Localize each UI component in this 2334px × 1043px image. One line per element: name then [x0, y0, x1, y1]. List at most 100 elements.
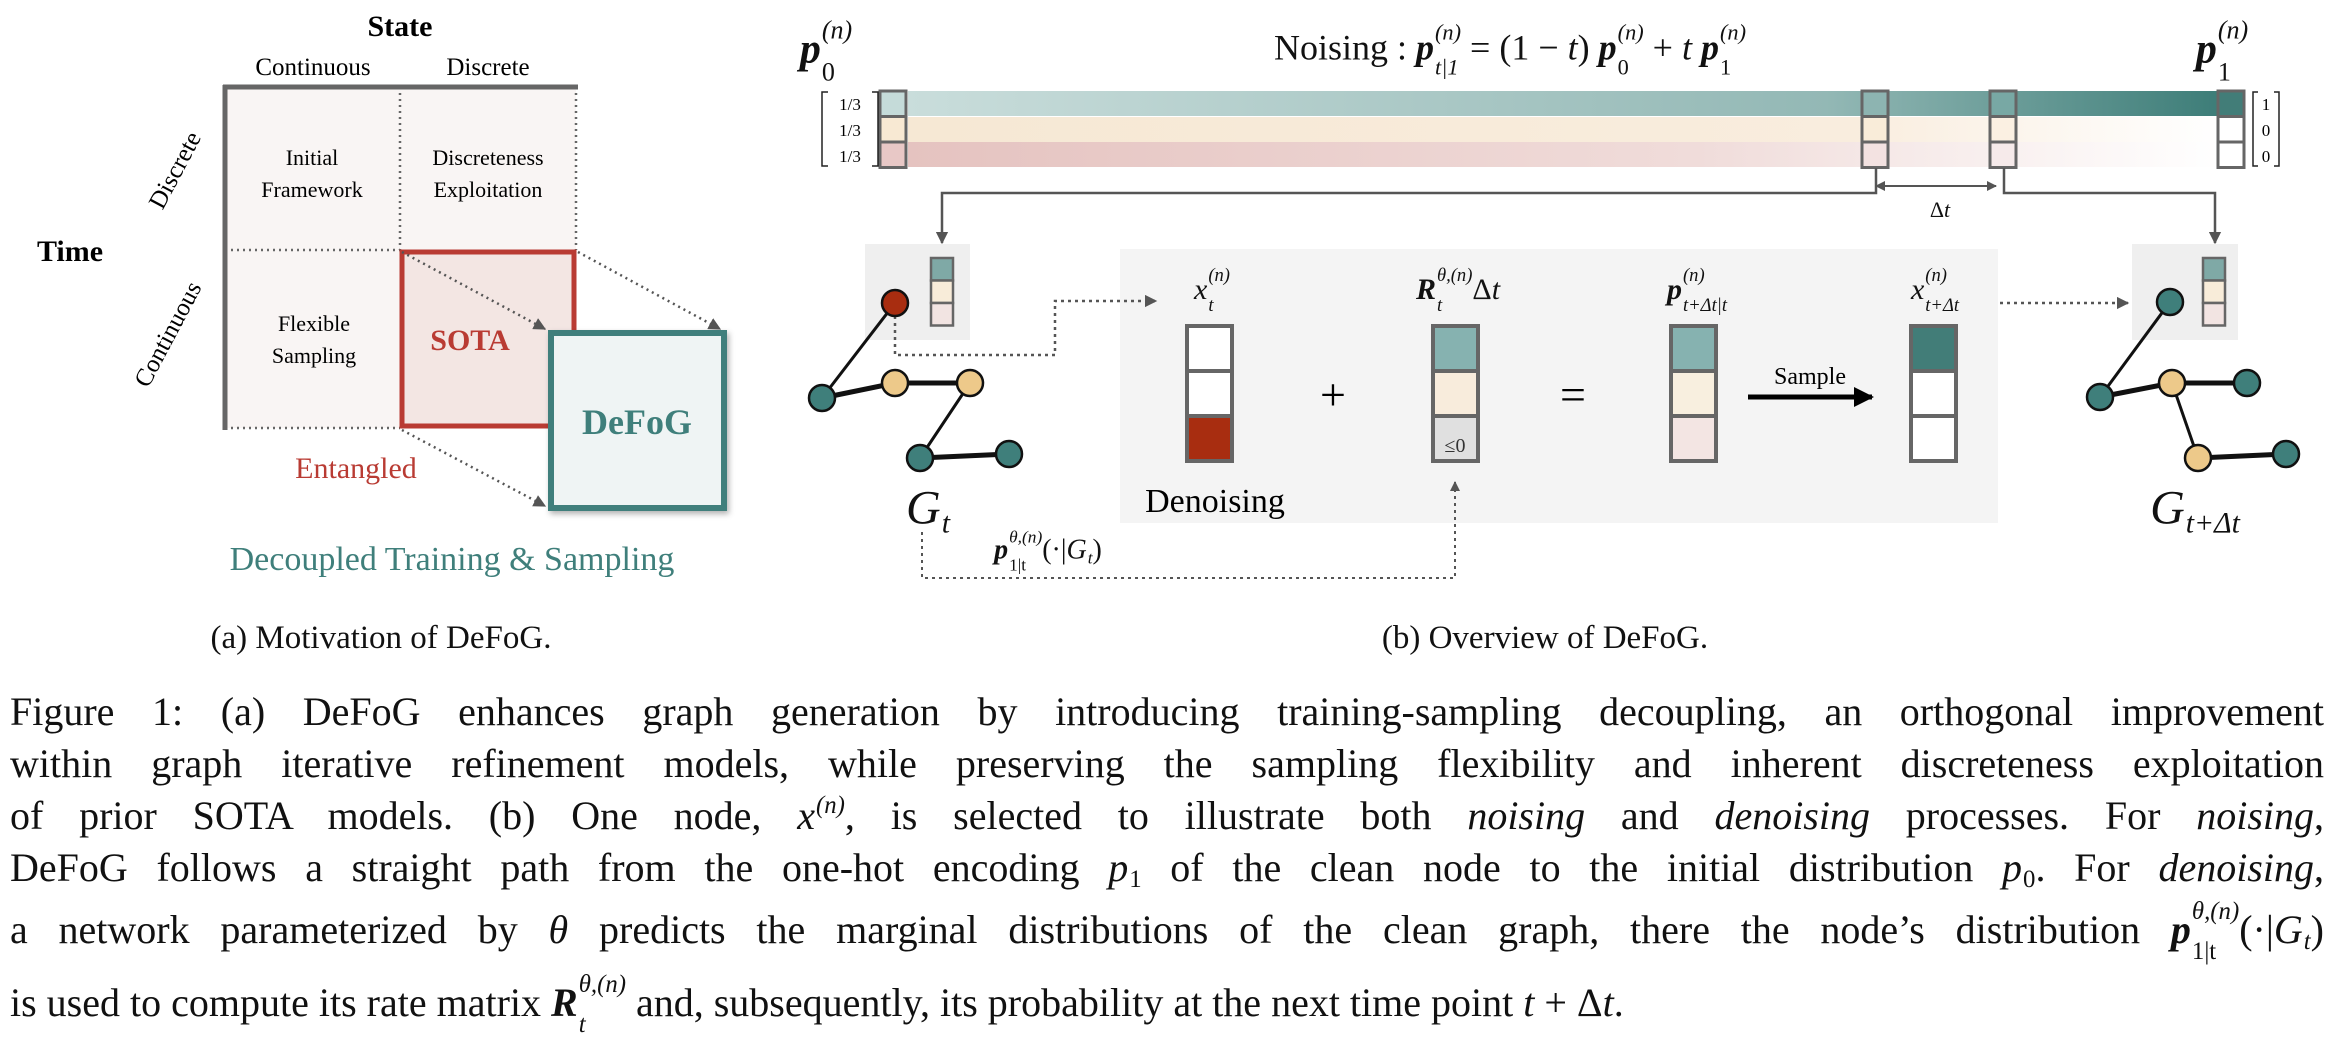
- state-axis-title: State: [368, 10, 433, 43]
- column-cell: [1669, 369, 1718, 418]
- column-cell: [1431, 324, 1480, 373]
- math-superscript: θ,(n): [1009, 527, 1043, 547]
- column-cell: [1431, 369, 1480, 418]
- math-superscript: (n): [1434, 19, 1462, 45]
- text-segment: predicts the marginal distributions of t…: [568, 907, 2171, 952]
- state-cell: [1988, 140, 2018, 169]
- math-superscript: (n): [2217, 15, 2249, 45]
- math-superscript: (n): [1617, 19, 1644, 45]
- graph-node: [905, 443, 935, 473]
- math-base: x: [1910, 273, 1925, 307]
- time-continuous-label: Continuous: [129, 277, 207, 391]
- defog-label: DeFoG: [582, 402, 692, 442]
- graph-node: [2085, 382, 2115, 412]
- text-segment: ,: [2314, 793, 2324, 838]
- math-base: p: [2195, 26, 2217, 73]
- text-segment: . For: [2035, 845, 2159, 890]
- mini-cell: [929, 279, 955, 305]
- math-subscript: 1: [1719, 54, 1732, 80]
- subcaption-a: (a) Motivation of DeFoG.: [210, 620, 552, 656]
- math-superscript: (n): [1208, 265, 1231, 287]
- math-scripts: θ,(n) 1|t: [1009, 528, 1042, 575]
- math-scripts: (n) t+Δt|t: [1683, 267, 1727, 315]
- math-base: G: [2150, 481, 2185, 535]
- text-segment: t: [1523, 979, 1535, 1025]
- caption-line: of prior SOTA models. (b) One node, x (n)…: [10, 790, 2324, 842]
- math-base: p: [1700, 27, 1719, 68]
- text-segment: ): [2310, 907, 2324, 952]
- math-subscript: 1|t: [1009, 555, 1027, 575]
- text-segment: ): [1092, 534, 1102, 566]
- math-scripts: t: [1088, 543, 1093, 567]
- math-base: p: [2002, 845, 2023, 890]
- caption-line: Figure 1: (a) DeFoG enhances graph gener…: [10, 686, 2324, 738]
- time-discrete-label: Discrete: [144, 127, 207, 213]
- caption-line: DeFoG follows a straight path from the o…: [10, 842, 2324, 894]
- text-segment: processes. For: [1869, 793, 2197, 838]
- state-cell: [878, 89, 908, 118]
- math-subscript: 1|t: [2191, 938, 2217, 965]
- text-segment: and: [1585, 793, 1715, 838]
- prediction-label: p θ,(n) 1|t (·|G t): [994, 528, 1102, 575]
- math-superscript: (n): [815, 791, 845, 819]
- math-subscript: t: [1436, 294, 1443, 316]
- cell-flexible-line1: Flexible: [278, 311, 350, 336]
- math-subscript: t: [1087, 548, 1093, 568]
- graph-node: [2271, 439, 2301, 469]
- column-cell: [1669, 414, 1718, 463]
- math-superscript: (n): [1719, 19, 1747, 45]
- text-segment: t: [1602, 979, 1614, 1025]
- mini-cell: [2201, 256, 2227, 282]
- mini-cell: [2201, 279, 2227, 305]
- math-superscript: (n): [1682, 265, 1705, 287]
- math-symbol: x (n) t: [1193, 267, 1230, 315]
- math-base: G: [2273, 907, 2303, 952]
- state-cell: [2216, 115, 2246, 144]
- column-cell: [1909, 324, 1958, 373]
- mini-cell: [2201, 301, 2227, 327]
- denoising-label: Denoising: [1145, 483, 1285, 520]
- math-base: p: [799, 26, 821, 73]
- math-symbol: x (n) t+Δt: [1910, 267, 1959, 315]
- leq-zero-label: ≤0: [1445, 435, 1466, 457]
- connector-to-gt: [935, 168, 1878, 245]
- column-cell: [1431, 414, 1480, 463]
- state-cell: [1860, 140, 1890, 169]
- math-subscript: 0: [1617, 54, 1629, 80]
- math-superscript: (n): [821, 15, 853, 45]
- text-segment: of the clean node to the initial distrib…: [1141, 845, 2003, 890]
- math-base: p: [1415, 27, 1434, 68]
- text-segment: Noising :: [1273, 27, 1416, 68]
- text-segment: within graph iterative refinement models…: [10, 741, 2324, 786]
- graph-node: [2232, 368, 2262, 398]
- math-scripts: θ,(n) t: [579, 972, 626, 1036]
- math-scripts: 1: [1129, 859, 1141, 892]
- math-scripts: (n) t: [1208, 267, 1230, 315]
- cell-initial-line1: Initial: [286, 145, 339, 170]
- state-discrete-label: Discrete: [446, 54, 529, 81]
- cell-flexible-line2: Sampling: [272, 343, 356, 368]
- sota-label: SOTA: [430, 324, 510, 357]
- math-scripts: t: [2304, 921, 2311, 954]
- subcaption-b: (b) Overview of DeFoG.: [1381, 620, 1709, 656]
- math-subscript: t+Δt: [1925, 294, 1960, 316]
- panel-a-motivation: State Continuous Discrete Time Discrete …: [37, 10, 727, 578]
- connector-to-gnext: [2002, 168, 2222, 245]
- text-segment: , is selected to illustrate both: [844, 793, 1468, 838]
- text-segment: noising: [1467, 793, 1586, 838]
- math-scripts: (n) 0: [1618, 20, 1644, 78]
- math-base: x: [1193, 273, 1208, 307]
- p0-value: 1/3: [839, 95, 861, 114]
- text-segment: t: [1681, 27, 1701, 68]
- math-scripts: 0: [2023, 859, 2035, 892]
- noising-equation: Noising : p (n) t|1 = (1 − t) p (n) 0 + t p(…: [1273, 20, 1746, 78]
- text-segment: and, subsequently, its probability at th…: [625, 979, 1524, 1025]
- noising-state-boxes: [878, 89, 2246, 169]
- graph-node: [807, 383, 837, 413]
- entangled-label: Entangled: [295, 452, 417, 485]
- graph-gt: [807, 288, 1024, 473]
- math-base: p: [994, 534, 1009, 566]
- state-cell: [2216, 89, 2246, 118]
- state-cell: [878, 140, 908, 169]
